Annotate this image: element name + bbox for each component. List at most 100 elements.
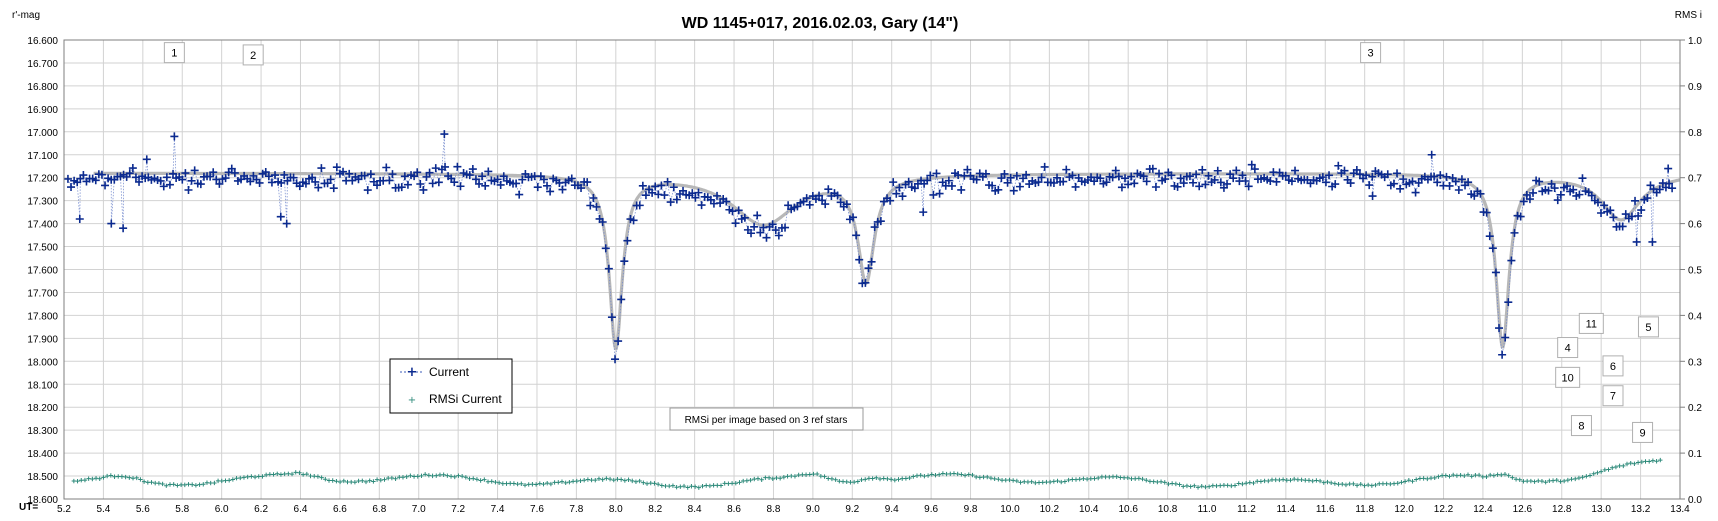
rmsi-data-point <box>822 474 827 479</box>
x-tick-label: 13.4 <box>1670 504 1690 515</box>
current-data-point <box>1142 177 1151 186</box>
rmsi-data-point <box>286 471 291 477</box>
rmsi-data-point <box>515 481 520 487</box>
current-data-point <box>190 166 199 175</box>
rmsi-data-point <box>1462 473 1467 479</box>
current-data-point <box>623 236 632 245</box>
rmsi-data-point <box>341 478 347 484</box>
current-data-point <box>1151 182 1160 191</box>
rmsi-data-point <box>689 484 694 489</box>
rmsi-data-point <box>1536 478 1541 484</box>
rmsi-data-point <box>167 482 173 487</box>
current-data-point <box>1368 192 1377 201</box>
rmsi-data-point <box>241 475 247 480</box>
current-data-point <box>583 178 592 187</box>
rmsi-data-point <box>759 477 764 482</box>
rmsi-data-point <box>1491 473 1497 478</box>
rmsi-data-point <box>667 483 672 489</box>
current-data-point <box>326 175 335 184</box>
current-data-point <box>842 200 851 209</box>
rmsi-data-point <box>1066 477 1071 483</box>
rmsi-data-point <box>877 476 883 482</box>
current-data-point <box>277 178 286 187</box>
x-tick-label: 8.6 <box>727 504 741 515</box>
current-data-point <box>79 171 88 180</box>
rmsi-data-point <box>1225 483 1230 488</box>
current-data-point <box>614 337 623 346</box>
rmsi-data-point <box>75 478 80 484</box>
rmsi-data-point <box>914 473 920 478</box>
current-data-point <box>1414 178 1423 187</box>
current-data-point <box>802 194 811 203</box>
rmsi-data-point <box>79 478 84 483</box>
rmsi-data-point <box>966 472 971 477</box>
rmsi-data-point <box>293 470 298 475</box>
x-tick-label: 11.0 <box>1198 504 1217 515</box>
x-tick-label: 8.0 <box>609 504 623 515</box>
current-data-point <box>1399 175 1408 184</box>
current-data-point <box>440 130 449 139</box>
left-y-tick-label: 17.200 <box>27 174 58 185</box>
current-data-point <box>101 181 110 190</box>
rmsi-data-point <box>1029 479 1034 484</box>
current-data-point <box>360 171 369 180</box>
rmsi-data-point <box>149 480 154 485</box>
rmsi-data-point <box>415 474 420 479</box>
right-y-tick-label: 0.4 <box>1688 311 1702 322</box>
rmsi-data-point <box>315 474 321 479</box>
rmsi-data-point <box>1192 483 1197 488</box>
current-data-point <box>1022 170 1031 179</box>
x-tick-label: 7.4 <box>491 504 505 515</box>
rmsi-data-point <box>526 482 531 487</box>
current-data-point <box>276 212 285 221</box>
current-data-point <box>1049 178 1058 187</box>
rmsi-data-point <box>323 477 328 482</box>
rmsi-data-point <box>1007 477 1012 483</box>
current-data-point <box>558 185 567 194</box>
rmsi-data-point <box>289 471 295 477</box>
rmsi-data-point <box>785 474 790 479</box>
rmsi-data-point <box>508 481 513 486</box>
current-data-point <box>1430 172 1439 181</box>
rmsi-data-point <box>1584 474 1589 479</box>
left-y-tick-label: 18.300 <box>27 426 58 437</box>
current-data-point <box>181 169 190 178</box>
rmsi-data-point <box>130 476 136 481</box>
reference-box-label: 5 <box>1645 322 1651 334</box>
rmsi-data-point <box>1210 483 1216 488</box>
rmsi-data-point <box>641 480 646 485</box>
rmsi-data-point <box>1369 483 1375 488</box>
current-data-point <box>170 132 179 141</box>
rmsi-data-point <box>511 481 517 486</box>
rmsi-data-point <box>696 485 702 490</box>
x-tick-label: 9.4 <box>885 504 899 515</box>
current-data-point <box>135 177 144 186</box>
rmsi-data-point <box>382 477 387 482</box>
rmsi-data-point <box>1195 485 1201 490</box>
reference-box <box>1602 385 1624 407</box>
current-data-point <box>496 180 505 189</box>
current-data-point <box>1346 179 1355 188</box>
rmsi-data-point <box>544 480 550 486</box>
current-data-point <box>215 179 224 188</box>
rmsi-data-point <box>1332 481 1338 486</box>
rmsi-data-point <box>1380 481 1386 486</box>
current-data-point <box>255 178 264 187</box>
rmsi-data-point <box>482 477 487 482</box>
rmsi-data-point <box>1158 479 1164 484</box>
rmsi-data-point <box>422 472 428 477</box>
right-y-tick-label: 0.0 <box>1688 495 1702 506</box>
rmsi-data-point <box>729 481 735 486</box>
current-data-point <box>515 190 524 199</box>
rmsi-data-point <box>141 479 147 484</box>
current-data-point <box>895 183 904 192</box>
rmsi-data-point <box>297 470 302 475</box>
rmsi-data-point <box>500 481 506 486</box>
rmsi-data-point <box>1103 474 1108 480</box>
rmsi-data-point <box>1206 484 1212 489</box>
rmsi-data-point <box>844 479 849 485</box>
rmsi-data-point <box>1613 464 1619 470</box>
rmsi-data-point <box>855 479 861 484</box>
current-data-point <box>1281 171 1290 180</box>
rmsi-data-point <box>271 472 276 477</box>
